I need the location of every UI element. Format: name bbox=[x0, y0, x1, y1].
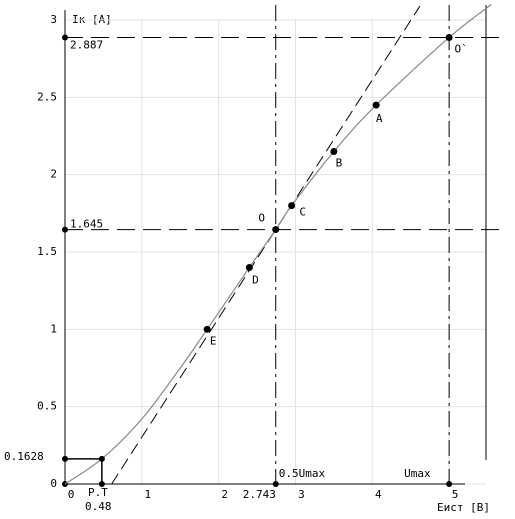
point-label: O bbox=[258, 212, 265, 225]
y-tick-label: 0.5 bbox=[37, 400, 57, 413]
x-tick-label: 3 bbox=[298, 488, 305, 501]
reference-label: 0.1628 bbox=[4, 450, 44, 463]
reference-name: 0.5Umax bbox=[279, 467, 326, 480]
marker bbox=[98, 455, 105, 462]
reference-label: 2.887 bbox=[70, 38, 103, 51]
marker bbox=[62, 34, 68, 41]
point-label: O` bbox=[454, 42, 467, 55]
x-axis-title: Eист [В] bbox=[437, 501, 490, 514]
point bbox=[330, 147, 338, 155]
point bbox=[445, 33, 453, 41]
y-tick-label: 0 bbox=[50, 477, 57, 490]
y-tick-label: 2 bbox=[50, 168, 57, 181]
x-tick-label: 2 bbox=[221, 488, 228, 501]
point bbox=[272, 226, 280, 234]
curve bbox=[64, 4, 492, 485]
x-tick-label: 5 bbox=[452, 488, 459, 501]
point bbox=[203, 325, 211, 333]
reference-label: 0.48 bbox=[85, 500, 112, 513]
point bbox=[245, 263, 253, 271]
reference-name: Р.Т bbox=[88, 486, 108, 499]
point-label: C bbox=[299, 206, 306, 219]
x-tick-label: 1 bbox=[145, 488, 152, 501]
tangent-line bbox=[111, 5, 421, 485]
x-tick-label: 0 bbox=[68, 488, 75, 501]
point bbox=[372, 101, 380, 109]
point bbox=[288, 202, 296, 210]
marker bbox=[62, 226, 68, 233]
reference-label: 2.743 bbox=[243, 488, 276, 501]
y-tick-label: 2.5 bbox=[37, 90, 57, 103]
x-tick-label: 4 bbox=[375, 488, 382, 501]
marker bbox=[446, 481, 453, 487]
marker bbox=[62, 455, 68, 462]
reference-label: 1.645 bbox=[70, 218, 103, 231]
y-tick-label: 1.5 bbox=[37, 245, 57, 258]
reference-name: Umax bbox=[404, 467, 431, 480]
point-label: A bbox=[376, 112, 383, 125]
marker bbox=[98, 481, 105, 487]
marker bbox=[272, 481, 279, 487]
y-tick-label: 3 bbox=[50, 13, 57, 26]
point-label: E bbox=[210, 334, 217, 347]
y-tick-label: 1 bbox=[50, 322, 57, 335]
point-label: B bbox=[336, 156, 343, 169]
point-label: D bbox=[252, 273, 259, 286]
